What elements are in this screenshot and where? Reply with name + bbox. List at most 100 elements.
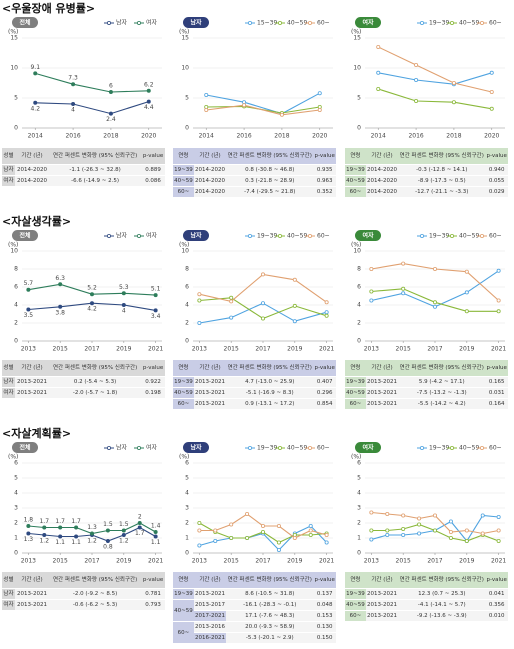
data-point [448, 530, 453, 535]
data-point [480, 513, 485, 518]
legend-marker [479, 445, 484, 450]
badge-label: 전체 [19, 19, 31, 27]
y-tick-label: 15 [181, 35, 189, 42]
data-label: 5.3 [119, 284, 129, 291]
x-tick-label: 2015 [53, 558, 68, 565]
legend-label: 40~59 [287, 233, 307, 240]
cell: 0.041 [485, 588, 508, 600]
data-point [26, 307, 31, 312]
data-point [324, 310, 329, 315]
x-tick-label: 2018 [446, 133, 461, 140]
x-tick-label: 2013 [21, 558, 36, 565]
header-cell: 성별 [2, 360, 15, 377]
data-point [451, 100, 456, 105]
legend-label: 19~39 [429, 445, 449, 452]
data-point [26, 531, 31, 536]
legend-label: 60~ [317, 445, 330, 452]
cell: 60~ [173, 398, 194, 410]
y-axis-label: (%) [351, 29, 361, 36]
cell: 0.407 [313, 376, 336, 388]
data-point [464, 269, 469, 274]
cell: 60~ [345, 186, 366, 198]
cell: -2.0 (-5.7 ~ 1.8) [49, 387, 142, 399]
x-tick-label: 2021 [319, 558, 334, 565]
data-label: 7.3 [68, 75, 78, 82]
data-point [229, 536, 234, 541]
data-point [317, 108, 322, 113]
x-tick-label: 2021 [148, 558, 163, 565]
data-label: 1.7 [135, 530, 145, 537]
y-tick-label: 5 [14, 475, 18, 482]
y-tick-label: 6 [14, 460, 18, 467]
data-point [229, 522, 234, 527]
data-point [137, 521, 142, 526]
badge [12, 442, 38, 453]
cell: 0.296 [313, 387, 336, 399]
data-point [464, 528, 469, 533]
cell: 60~ [345, 610, 366, 622]
data-point [369, 537, 374, 542]
y-tick-label: 8 [14, 266, 18, 273]
cell: -1.1 (-26.3 ~ 32.8) [49, 164, 142, 176]
data-label: 1.2 [119, 538, 129, 545]
data-point [376, 87, 381, 92]
cell: 2013-2021 [365, 588, 399, 600]
y-tick-label: 6 [357, 284, 361, 291]
cell: 40~59 [345, 175, 366, 187]
badge-label: 전체 [19, 444, 31, 452]
badge [12, 230, 38, 241]
legend-marker [419, 445, 424, 450]
header-cell: p-value [313, 148, 336, 165]
cell: -16.1 (-28.3 ~ -0.1) [226, 599, 314, 611]
section-title: <우울장애 유병률> [2, 2, 96, 15]
section-title: <자살계획률> [2, 427, 72, 440]
x-tick-label: 2018 [103, 133, 118, 140]
cell: -2.0 (-9.2 ~ 8.5) [49, 588, 142, 600]
cell: 2014-2020 [14, 164, 50, 176]
data-point [153, 293, 158, 298]
x-tick-label: 2017 [84, 558, 99, 565]
legend-label: 19~39 [257, 233, 277, 240]
header-cell: 기간 (년) [14, 360, 50, 377]
cell: 2013-2021 [365, 387, 399, 399]
data-label: 6.2 [144, 81, 154, 88]
series-line [199, 273, 327, 303]
data-label: 1.3 [24, 536, 34, 543]
legend-marker [449, 20, 454, 25]
data-point [58, 282, 63, 287]
row: 60~ 2013-2021 -5.5 (-14.2 ~ 4.2) 0.164 [345, 398, 508, 410]
legend-marker [107, 233, 112, 238]
x-tick-label: 2014 [371, 133, 386, 140]
data-point [33, 71, 38, 76]
y-tick-label: 1 [14, 535, 18, 542]
data-point [496, 298, 501, 303]
data-point [105, 528, 110, 533]
legend-marker [247, 233, 252, 238]
table: 성별 기간 (년) 연간 퍼센트 변화량 (95% 신뢰구간) p-value 남자 20… [2, 148, 165, 187]
data-point [213, 528, 218, 533]
data-point [414, 78, 419, 83]
cell: 19~39 [173, 376, 194, 388]
y-tick-label: 8 [185, 266, 189, 273]
data-point [229, 295, 234, 300]
header-cell: 연간 퍼센트 변화량 (95% 신뢰구간) [226, 148, 314, 165]
x-tick-label: 2016 [408, 133, 423, 140]
x-tick-label: 2021 [148, 346, 163, 353]
data-point [496, 309, 501, 314]
header-cell: 기간 (년) [365, 148, 399, 165]
legend-marker [479, 20, 484, 25]
data-point [292, 319, 297, 324]
data-point [74, 525, 79, 530]
y-tick-label: 6 [357, 460, 361, 467]
data-point [146, 88, 151, 93]
data-point [292, 303, 297, 308]
series-line [378, 46, 492, 93]
row: 19~39 2014-2020 -0.3 (-12.8 ~ 14.1) 0.940 [345, 164, 508, 176]
y-tick-label: 0 [185, 338, 189, 345]
row: 19~39 2013-2021 12.3 (0.7 ~ 25.3) 0.041 [345, 588, 508, 600]
y-tick-label: 2 [357, 320, 361, 327]
data-point [451, 81, 456, 86]
y-tick-label: 2 [185, 520, 189, 527]
data-point [276, 524, 281, 529]
header-cell: 기간 (년) [193, 572, 227, 589]
